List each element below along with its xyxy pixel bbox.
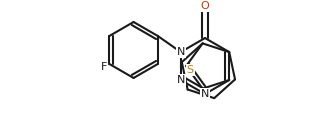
Text: N: N [177,75,185,85]
Text: F: F [101,62,108,72]
Text: N: N [201,89,209,99]
Text: O: O [201,1,209,11]
Text: N: N [177,47,185,57]
Text: S: S [187,65,194,75]
